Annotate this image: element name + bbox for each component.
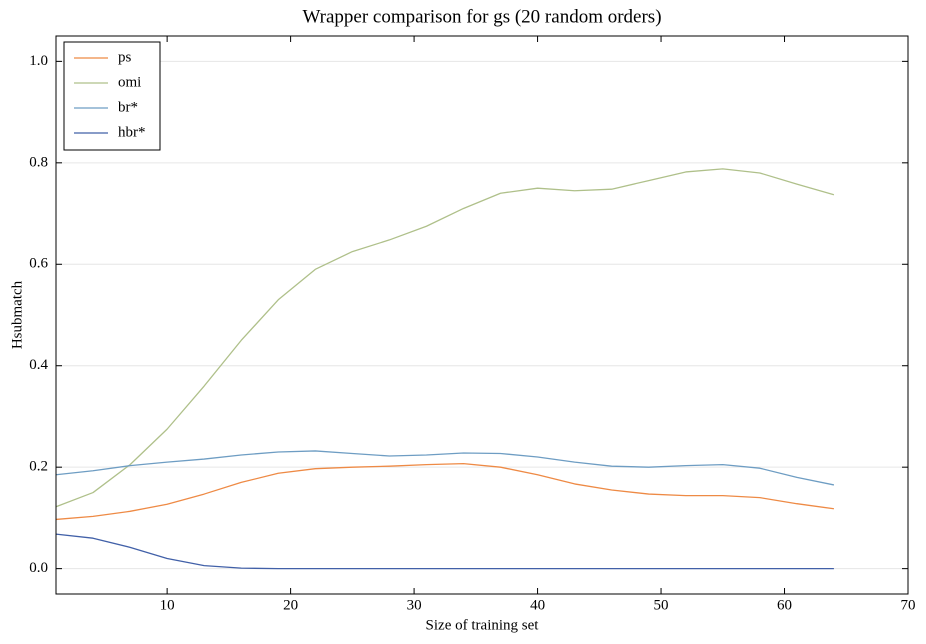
legend-label: hbr* <box>118 124 146 140</box>
y-tick-label: 0.4 <box>29 357 48 373</box>
y-tick-label: 0.2 <box>29 459 48 475</box>
x-tick-label: 50 <box>654 597 669 613</box>
x-tick-label: 20 <box>283 597 298 613</box>
line-series <box>55 168 835 508</box>
x-tick-label: 40 <box>530 597 545 613</box>
line-series <box>55 462 835 521</box>
line-series <box>55 533 834 570</box>
line-series <box>55 450 835 486</box>
y-tick-label: 0.8 <box>29 154 48 170</box>
y-axis-label: Hsubmatch <box>9 280 25 349</box>
y-tick-label: 0.0 <box>29 560 48 576</box>
y-tick-label: 1.0 <box>29 53 48 69</box>
x-tick-label: 10 <box>160 597 175 613</box>
x-tick-label: 60 <box>777 597 792 613</box>
plot-frame <box>55 35 909 595</box>
legend-label: br* <box>118 99 138 115</box>
x-axis-label: Size of training set <box>426 617 540 633</box>
x-tick-label: 30 <box>407 597 422 613</box>
y-tick-label: 0.6 <box>29 256 48 272</box>
legend-label: omi <box>118 74 141 90</box>
legend-label: ps <box>118 49 132 65</box>
x-tick-label: 70 <box>901 597 916 613</box>
legend-box <box>63 41 161 151</box>
chart-title: Wrapper comparison for gs (20 random ord… <box>302 6 661 27</box>
